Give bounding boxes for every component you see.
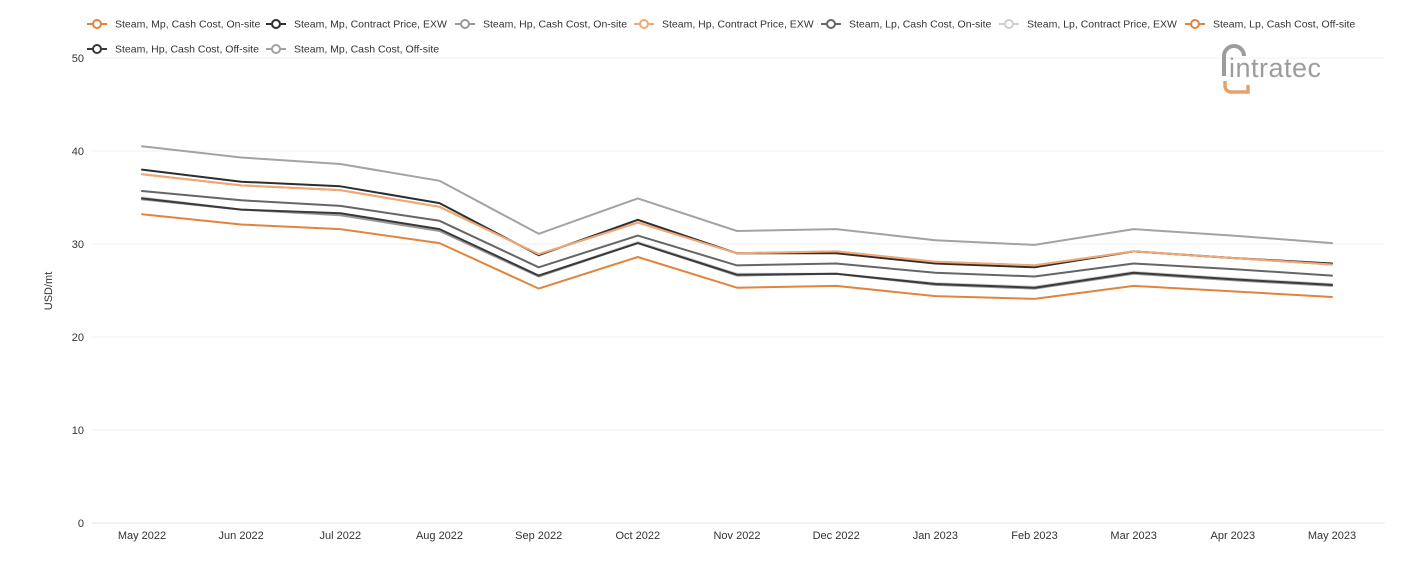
legend-marker-icon [460,19,470,29]
x-tick-label: Oct 2022 [616,530,661,542]
legend-item[interactable]: Steam, Mp, Cash Cost, On-site [87,19,260,31]
legend-marker-icon [639,19,649,29]
y-tick-label: 20 [72,332,84,344]
logo-text: intratec [1229,53,1322,83]
x-axis: May 2022 Jun 2022 Jul 2022 Aug 2022 Sep 2022… [118,530,1356,542]
logo-arch-icon [1222,44,1246,76]
x-tick-label: Jan 2023 [913,530,958,542]
legend-label: Steam, Mp, Contract Price, EXW [294,19,447,31]
chart-series [141,145,1333,300]
legend-item[interactable]: Steam, Mp, Cash Cost, Off-site [266,44,439,56]
legend-item[interactable]: Steam, Lp, Cash Cost, Off-site [1185,19,1355,31]
legend-marker-icon [92,44,102,54]
series-line [141,145,1333,246]
legend-item[interactable]: Steam, Lp, Cash Cost, On-site [821,19,992,31]
x-tick-label: Feb 2023 [1011,530,1057,542]
x-tick-label: Sep 2022 [515,530,562,542]
legend-label: Steam, Lp, Contract Price, EXW [1027,19,1177,31]
y-tick-label: 40 [72,146,84,158]
x-tick-label: May 2023 [1308,530,1356,542]
x-tick-label: May 2022 [118,530,166,542]
legend-marker-icon [826,19,836,29]
y-tick-label: 30 [72,239,84,251]
y-tick-label: 50 [72,53,84,65]
x-tick-label: Mar 2023 [1110,530,1156,542]
legend-item[interactable]: Steam, Mp, Contract Price, EXW [266,19,447,31]
x-tick-label: Dec 2022 [813,530,860,542]
legend-marker-icon [271,44,281,54]
legend-marker-icon [1004,19,1014,29]
legend-label: Steam, Lp, Cash Cost, Off-site [1213,19,1355,31]
logo-hook-icon [1223,81,1250,94]
x-tick-label: Apr 2023 [1211,530,1256,542]
series-line [141,173,1333,267]
legend-label: Steam, Lp, Cash Cost, On-site [849,19,992,31]
chart-legend: Steam, Mp, Cash Cost, On-site Steam, Mp, … [87,19,1355,56]
chart-grid [92,57,1385,524]
legend-marker-icon [1190,19,1200,29]
series-line [141,197,1333,289]
series-line [141,190,1333,278]
legend-label: Steam, Hp, Cash Cost, Off-site [115,44,259,56]
x-tick-label: Jun 2022 [219,530,264,542]
y-axis-label: USD/mt [43,272,55,311]
x-tick-label: Nov 2022 [713,530,760,542]
intratec-logo: intratec [1222,44,1322,94]
y-tick-label: 10 [72,425,84,437]
y-tick-label: 0 [78,518,84,530]
legend-label: Steam, Hp, Cash Cost, On-site [483,19,627,31]
x-tick-label: Aug 2022 [416,530,463,542]
legend-item[interactable]: Steam, Hp, Cash Cost, On-site [455,19,627,31]
series-line [141,213,1333,300]
legend-label: Steam, Hp, Contract Price, EXW [662,19,814,31]
legend-label: Steam, Mp, Cash Cost, On-site [115,19,260,31]
legend-marker-icon [92,19,102,29]
y-axis: 0 10 20 30 40 50 [72,53,84,530]
legend-marker-icon [271,19,281,29]
legend-item[interactable]: Steam, Hp, Cash Cost, Off-site [87,44,259,56]
x-tick-label: Jul 2022 [320,530,362,542]
legend-item[interactable]: Steam, Lp, Contract Price, EXW [999,19,1177,31]
legend-item[interactable]: Steam, Hp, Contract Price, EXW [634,19,814,31]
legend-label: Steam, Mp, Cash Cost, Off-site [294,44,439,56]
